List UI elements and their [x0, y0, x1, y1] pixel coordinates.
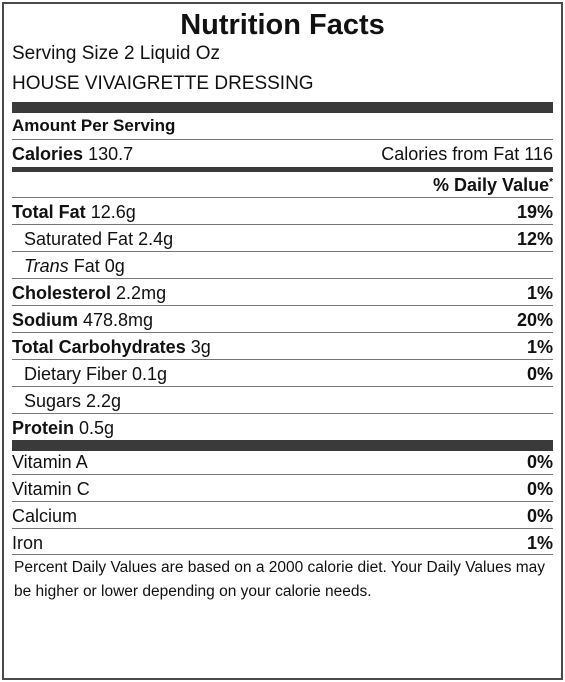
cholesterol-label: Cholesterol [12, 283, 112, 303]
total-fat-row: Total Fat 12.6g 19% [12, 200, 553, 224]
dietary-fiber-dv: 0% [526, 364, 553, 384]
calories-from-fat: Calories from Fat 116 [381, 144, 553, 164]
vitamin-row: Vitamin C 0% [12, 477, 553, 501]
total-fat-label: Total Fat [12, 202, 86, 222]
daily-value-footnote: Percent Daily Values are based on a 2000… [14, 559, 546, 600]
saturated-fat-row: Saturated Fat 2.4g 12% [12, 227, 553, 251]
divider [12, 474, 553, 475]
sodium-label: Sodium [12, 310, 78, 330]
vitamin-row: Iron 1% [12, 531, 553, 555]
protein-label: Protein [12, 418, 75, 438]
vitamin-dv: 0% [526, 479, 553, 499]
divider [12, 528, 553, 529]
divider [12, 413, 553, 414]
total-fat-text: Total Fat 12.6g [12, 200, 136, 224]
amount-per-serving: Amount Per Serving [12, 114, 553, 138]
divider [12, 386, 553, 387]
divider [12, 278, 553, 279]
total-carbs-label: Total Carbohydrates [12, 337, 186, 357]
sugars-row: Sugars 2.2g [12, 389, 553, 413]
daily-value-header-text: % Daily Value* [433, 173, 553, 197]
protein-row: Protein 0.5g [12, 416, 553, 440]
sodium-text: Sodium 478.8mg [12, 308, 153, 332]
divider [12, 224, 553, 225]
product-name: HOUSE VIVAIGRETTE DRESSING [12, 73, 314, 94]
dietary-fiber-row: Dietary Fiber 0.1g 0% [12, 362, 553, 386]
divider [12, 197, 553, 198]
trans-fat-label: Trans [24, 256, 69, 276]
total-carbs-dv: 1% [526, 337, 553, 357]
cholesterol-dv: 1% [526, 283, 553, 303]
cholesterol-row: Cholesterol 2.2mg 1% [12, 281, 553, 305]
divider [12, 305, 553, 306]
calories-row: Calories 130.7 Calories from Fat 116 [12, 142, 553, 166]
trans-fat-text: Trans Fat 0g [24, 254, 125, 278]
vitamin-row: Calcium 0% [12, 504, 553, 528]
total-fat-dv: 19% [516, 202, 553, 222]
cholesterol-amount: 2.2mg [116, 283, 167, 303]
divider [12, 501, 553, 502]
protein-text: Protein 0.5g [12, 416, 114, 440]
total-carbs-row: Total Carbohydrates 3g 1% [12, 335, 553, 359]
vitamin-row: Vitamin A 0% [12, 450, 553, 474]
calories-label: Calories [12, 144, 84, 164]
calories-text: Calories 130.7 [12, 142, 133, 166]
divider [12, 554, 553, 555]
total-carbs-amount: 3g [190, 337, 211, 357]
serving-size: Serving Size 2 Liquid Oz [12, 43, 221, 64]
divider [12, 251, 553, 252]
sugars-label: Sugars 2.2g [24, 391, 122, 411]
sodium-dv: 20% [516, 310, 553, 330]
thick-divider [12, 102, 553, 113]
total-carbs-text: Total Carbohydrates 3g [12, 335, 211, 359]
medium-divider [12, 167, 553, 172]
daily-value-header: % Daily Value* [12, 173, 553, 197]
vitamin-label: Vitamin C [12, 479, 90, 499]
total-fat-amount: 12.6g [90, 202, 136, 222]
amount-per-serving-text: Amount Per Serving [12, 116, 176, 135]
protein-amount: 0.5g [79, 418, 115, 438]
daily-value-footnote-mark: * [549, 177, 553, 188]
vitamin-label: Calcium [12, 506, 78, 526]
label-title: Nutrition Facts [180, 9, 385, 41]
dietary-fiber-label: Dietary Fiber 0.1g [24, 364, 168, 384]
vitamin-dv: 0% [526, 506, 553, 526]
vitamin-dv: 0% [526, 452, 553, 472]
cholesterol-text: Cholesterol 2.2mg [12, 281, 166, 305]
saturated-fat-label: Saturated Fat 2.4g [24, 229, 174, 249]
thick-divider [12, 440, 553, 451]
sodium-row: Sodium 478.8mg 20% [12, 308, 553, 332]
divider [12, 359, 553, 360]
daily-value-header-label: % Daily Value [433, 175, 550, 195]
sodium-amount: 478.8mg [83, 310, 154, 330]
saturated-fat-dv: 12% [516, 229, 553, 249]
vitamin-dv: 1% [526, 533, 553, 553]
vitamin-label: Vitamin A [12, 452, 88, 472]
vitamin-label: Iron [12, 533, 44, 553]
calories-value: 130.7 [88, 144, 134, 164]
divider [12, 139, 553, 140]
divider [12, 332, 553, 333]
trans-fat-amount: Fat 0g [73, 256, 125, 276]
trans-fat-row: Trans Fat 0g [12, 254, 553, 278]
